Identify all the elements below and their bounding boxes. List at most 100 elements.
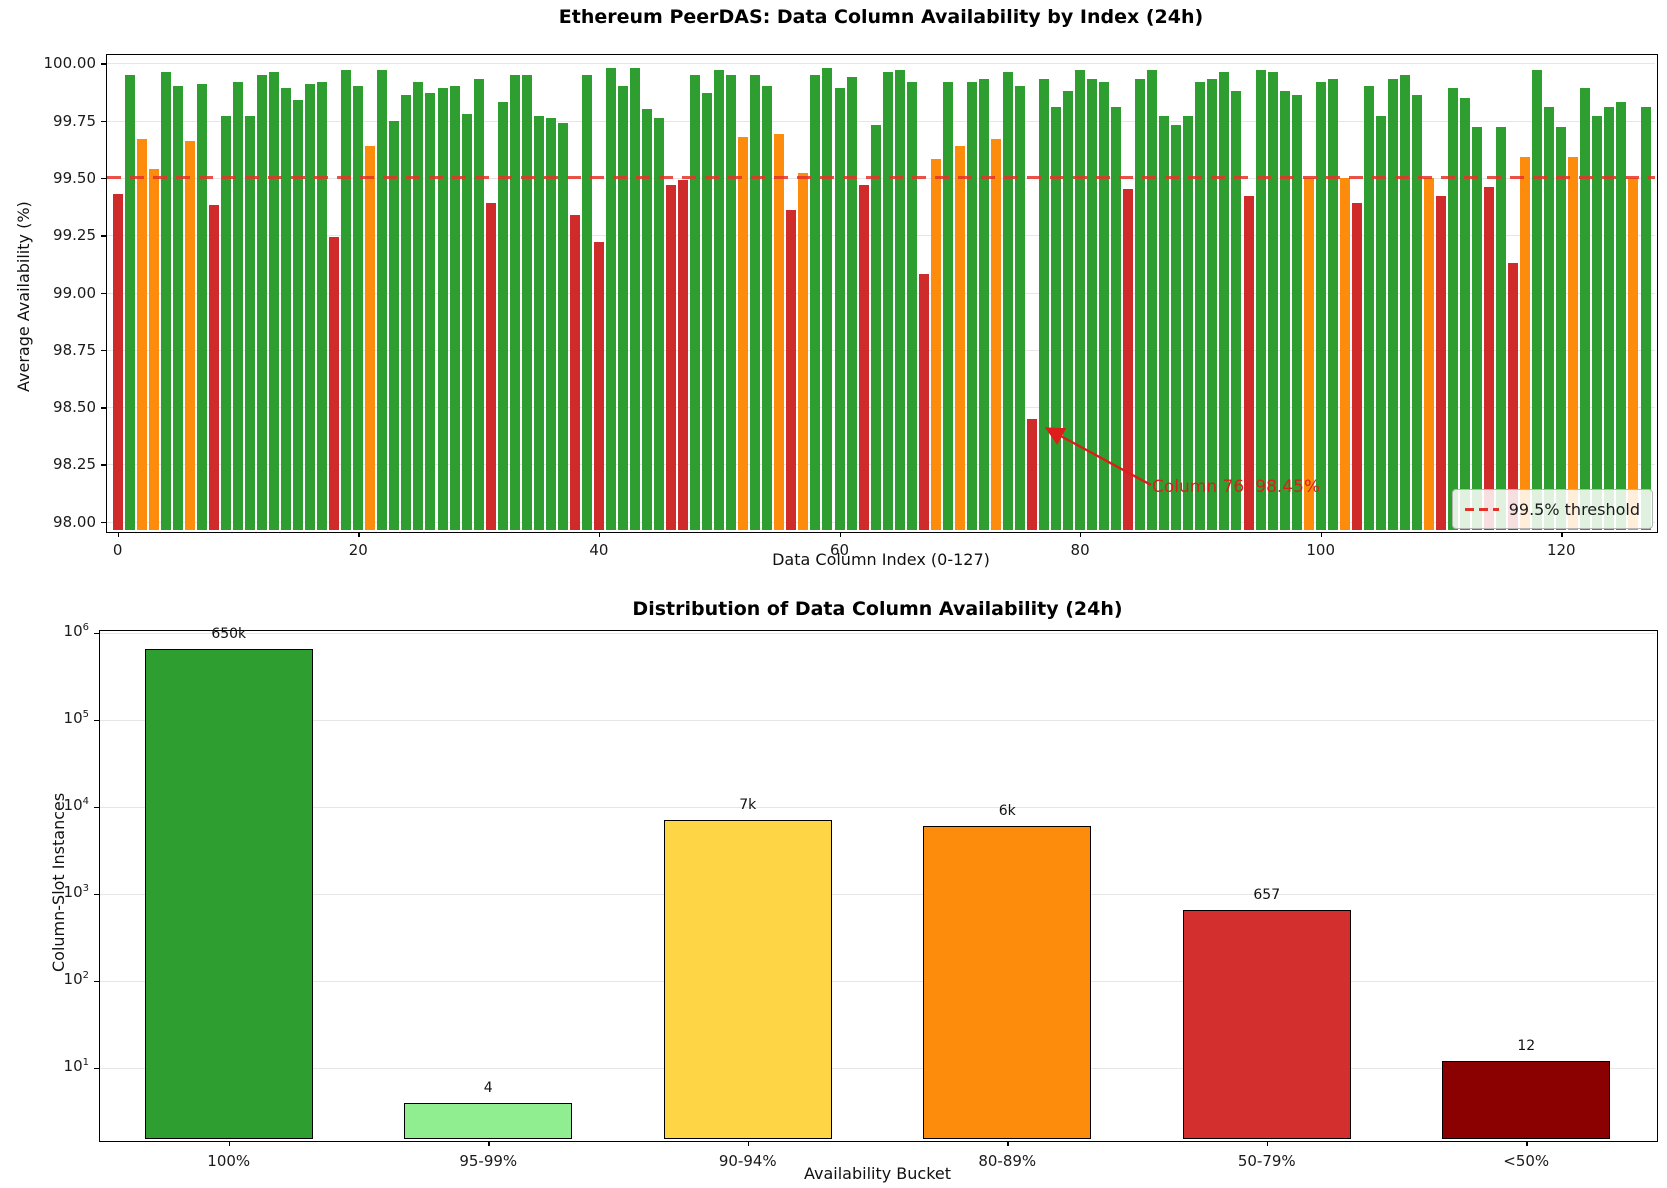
- bottom-gridline: [100, 807, 1655, 808]
- bucket-bar: [1182, 909, 1351, 1139]
- top-x-tick: [1320, 532, 1323, 537]
- bottom-x-tick-label: 50-79%: [1237, 1152, 1296, 1170]
- top-gridline: [107, 349, 1655, 351]
- availability-bar: [858, 184, 869, 530]
- bottom-gridline: [100, 1068, 1655, 1069]
- bottom-x-tick-label: 100%: [207, 1152, 251, 1170]
- availability-bar: [642, 109, 653, 530]
- top-x-tick-label: 60: [829, 541, 850, 559]
- availability-bar: [497, 102, 508, 530]
- availability-bar: [413, 81, 424, 530]
- bucket-value-label: 7k: [739, 797, 757, 814]
- availability-bar: [894, 70, 905, 530]
- availability-bar: [1195, 81, 1206, 530]
- availability-bar: [1375, 115, 1386, 530]
- availability-bar: [1135, 79, 1146, 530]
- availability-bar: [437, 88, 448, 530]
- top-x-tick-label: 120: [1546, 541, 1576, 559]
- bottom-x-tick: [1007, 1141, 1009, 1146]
- bottom-x-tick: [1266, 1141, 1269, 1146]
- bottom-y-tick: [94, 1068, 99, 1070]
- availability-bar: [810, 74, 821, 530]
- bottom-y-tick-label: 103: [63, 883, 89, 901]
- availability-bar: [245, 115, 256, 530]
- bucket-bar: [663, 820, 832, 1139]
- bucket-bar: [404, 1102, 573, 1139]
- availability-bar: [521, 74, 532, 530]
- availability-bar: [617, 86, 628, 530]
- availability-bar: [425, 92, 436, 530]
- availability-bar: [449, 86, 460, 530]
- top-y-tick: [101, 349, 106, 352]
- availability-bar: [233, 81, 243, 530]
- availability-bar: [1075, 70, 1086, 530]
- availability-bar: [401, 95, 412, 530]
- availability-bar: [1508, 262, 1519, 530]
- bucket-value-label: 12: [1517, 1038, 1536, 1055]
- top-x-tick: [117, 532, 120, 537]
- top-x-tick: [358, 532, 360, 537]
- bucket-value-label: 657: [1253, 886, 1281, 903]
- threshold-legend: 99.5% threshold: [1452, 489, 1653, 529]
- availability-bar: [1496, 127, 1507, 530]
- top-x-tick-label: 0: [112, 541, 123, 559]
- availability-bar: [690, 74, 701, 530]
- bucket-bar: [923, 826, 1092, 1139]
- top-y-tick-label: 99.75: [53, 111, 96, 130]
- availability-bar: [1014, 86, 1025, 530]
- availability-bar: [1315, 81, 1326, 530]
- legend-label: 99.5% threshold: [1508, 499, 1640, 519]
- top-gridline: [107, 521, 1655, 523]
- bottom-chart-title: Distribution of Data Column Availability…: [632, 598, 1123, 620]
- bottom-x-tick-label: <50%: [1503, 1152, 1550, 1170]
- availability-bar: [461, 113, 472, 530]
- availability-bar: [581, 74, 592, 530]
- bottom-y-tick-label: 106: [63, 622, 89, 640]
- availability-bar: [124, 74, 135, 530]
- top-x-tick: [839, 532, 841, 537]
- top-x-tick-label: 100: [1306, 541, 1335, 559]
- availability-bar: [208, 205, 219, 530]
- availability-bar: [160, 72, 171, 530]
- availability-bar: [605, 67, 616, 530]
- availability-bar: [930, 159, 941, 530]
- availability-bar: [317, 81, 328, 530]
- bucket-value-label: 6k: [998, 803, 1016, 820]
- bottom-y-tick: [94, 633, 99, 635]
- availability-bar: [1580, 88, 1591, 530]
- availability-bar: [257, 74, 268, 530]
- availability-bar: [1063, 90, 1074, 530]
- bottom-y-tick-label: 101: [63, 1057, 89, 1075]
- availability-bar: [1207, 79, 1218, 530]
- availability-bar: [341, 70, 352, 530]
- bottom-x-tick-label: 80-89%: [978, 1152, 1037, 1170]
- availability-bar: [774, 134, 785, 530]
- top-y-tick-label: 99.00: [53, 283, 96, 302]
- availability-bar: [1255, 70, 1266, 530]
- availability-bar: [269, 72, 280, 530]
- availability-bar: [726, 74, 737, 530]
- availability-bar: [786, 209, 797, 530]
- top-chart-title: Ethereum PeerDAS: Data Column Availabili…: [558, 6, 1204, 28]
- availability-bar: [557, 122, 568, 530]
- availability-bar: [112, 193, 123, 530]
- availability-bar: [184, 141, 195, 530]
- availability-bar: [305, 83, 316, 530]
- bottom-x-axis-label: Availability Bucket: [803, 1164, 952, 1183]
- availability-bar: [834, 88, 845, 530]
- top-x-tick-label: 40: [589, 541, 609, 559]
- top-plot-area: [106, 54, 1658, 533]
- availability-bar: [978, 79, 989, 530]
- availability-bar: [1616, 102, 1627, 530]
- bottom-x-tick: [747, 1141, 750, 1146]
- availability-bar: [954, 145, 965, 530]
- availability-bar: [990, 138, 1001, 530]
- top-y-tick: [101, 407, 106, 409]
- availability-bar: [136, 138, 147, 530]
- availability-bar: [1520, 157, 1531, 530]
- bottom-x-tick-label: 90-94%: [718, 1152, 777, 1170]
- top-y-tick: [101, 464, 106, 466]
- top-y-tick: [101, 235, 106, 237]
